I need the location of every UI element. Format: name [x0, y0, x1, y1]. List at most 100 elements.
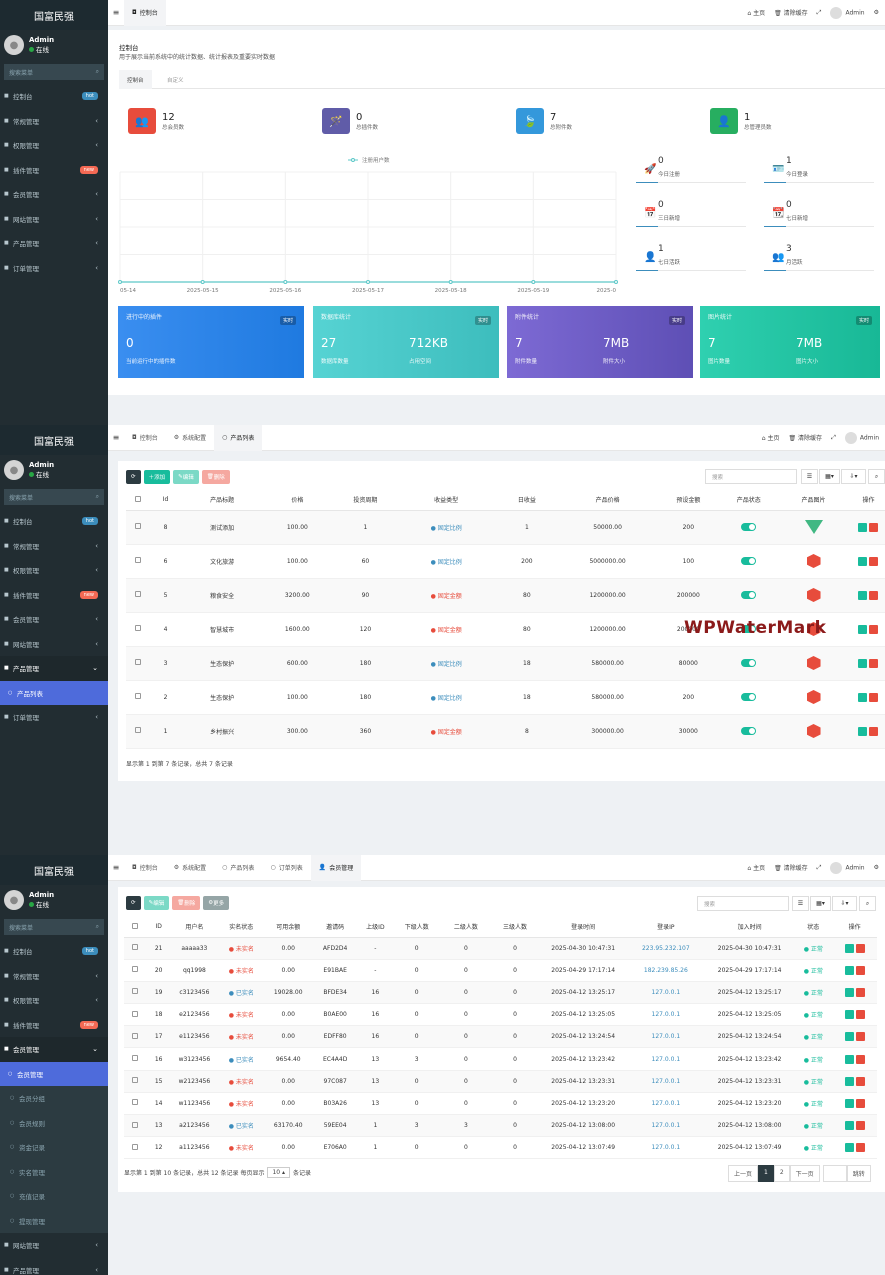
- sidebar-item-6[interactable]: ■ 产品管理 ⌄: [0, 656, 108, 681]
- edit-icon[interactable]: [858, 658, 868, 668]
- refresh-button[interactable]: ⟳: [126, 896, 141, 910]
- edit-icon[interactable]: [858, 692, 868, 702]
- edit-icon[interactable]: [844, 987, 854, 997]
- sidebar-item-1[interactable]: ■ 常规管理 ‹: [0, 109, 108, 134]
- add-button[interactable]: ＋ 添加: [143, 470, 171, 484]
- delete-button[interactable]: 🗑 删除: [201, 470, 230, 484]
- edit-icon[interactable]: [844, 1098, 854, 1108]
- select-all-checkbox[interactable]: [126, 490, 151, 511]
- sidebar-item-2[interactable]: ■ 权限管理 ‹: [0, 133, 108, 158]
- sidebar-item-6[interactable]: ■ 产品管理 ‹: [0, 231, 108, 256]
- row-checkbox[interactable]: [124, 1070, 147, 1093]
- sidebar-search[interactable]: 搜索菜单 ⌕: [4, 64, 104, 80]
- delete-icon[interactable]: [855, 1010, 865, 1020]
- delete-icon[interactable]: [855, 1054, 865, 1064]
- row-checkbox[interactable]: [126, 578, 151, 613]
- edit-icon[interactable]: [844, 943, 854, 953]
- page-2-button[interactable]: 2: [773, 1165, 790, 1182]
- row-checkbox[interactable]: [124, 1025, 147, 1049]
- sidebar-item-4[interactable]: ■ 会员管理 ‹: [0, 607, 108, 632]
- edit-icon[interactable]: [858, 556, 868, 566]
- sidebar-item-4[interactable]: ■ 会员管理 ⌄: [0, 1037, 108, 1062]
- status-toggle[interactable]: [722, 680, 776, 715]
- edit-icon[interactable]: [844, 965, 854, 975]
- delete-icon[interactable]: [869, 556, 879, 566]
- jump-page-input[interactable]: [822, 1165, 847, 1182]
- delete-icon[interactable]: [855, 1098, 865, 1108]
- sidebar-item-10[interactable]: ○ 充值记录: [0, 1184, 108, 1209]
- tab-order-list[interactable]: ○ 订单列表: [270, 864, 303, 872]
- edit-icon[interactable]: [844, 1076, 854, 1086]
- edit-icon[interactable]: [844, 1010, 854, 1020]
- page-1-button[interactable]: 1: [758, 1165, 774, 1182]
- row-checkbox[interactable]: [126, 612, 151, 647]
- user-menu[interactable]: Admin: [844, 431, 879, 444]
- brand-logo[interactable]: 国富民强: [0, 855, 108, 885]
- user-menu[interactable]: Admin: [830, 6, 865, 19]
- sidebar-item-7[interactable]: ○ 会员规则: [0, 1110, 108, 1135]
- tab-system-config[interactable]: ⚙ 系统配置: [173, 864, 207, 872]
- row-checkbox[interactable]: [126, 544, 151, 579]
- menu-toggle-icon[interactable]: ≡: [112, 863, 120, 872]
- next-page-button[interactable]: 下一页: [789, 1165, 820, 1182]
- delete-icon[interactable]: [855, 943, 865, 953]
- sidebar-search[interactable]: 搜索菜单 ⌕: [4, 919, 104, 935]
- toggle-view-icon[interactable]: ☰: [801, 469, 818, 484]
- row-checkbox[interactable]: [124, 959, 147, 982]
- sidebar-item-0[interactable]: ■ 控制台 hot: [0, 84, 108, 109]
- delete-icon[interactable]: [869, 522, 879, 532]
- clear-cache-link[interactable]: 🗑 清除缓存: [774, 10, 808, 17]
- login-ip-link[interactable]: 127.0.0.1: [626, 1047, 705, 1071]
- delete-icon[interactable]: [855, 965, 865, 975]
- sidebar-search[interactable]: 搜索菜单 ⌕: [4, 489, 104, 505]
- home-link[interactable]: ⌂ 主页: [747, 865, 766, 872]
- tab-system-config[interactable]: ⚙ 系统配置: [173, 434, 207, 442]
- row-checkbox[interactable]: [124, 981, 147, 1005]
- settings-gear-icon[interactable]: ⚙: [873, 9, 879, 16]
- search-icon[interactable]: ⌕: [859, 896, 876, 911]
- sidebar-item-7[interactable]: ○ 产品列表: [0, 680, 108, 705]
- table-search-input[interactable]: 搜索: [705, 469, 797, 484]
- delete-icon[interactable]: [855, 987, 865, 997]
- login-ip-link[interactable]: 182.239.85.26: [626, 959, 705, 982]
- toggle-view-icon[interactable]: ☰: [792, 896, 809, 911]
- subtab-dashboard[interactable]: 控制台: [119, 70, 152, 89]
- columns-icon[interactable]: ▦▾: [819, 469, 840, 484]
- row-checkbox[interactable]: [126, 510, 151, 545]
- clear-cache-link[interactable]: 🗑 清除缓存: [788, 435, 823, 442]
- edit-icon[interactable]: [844, 1054, 854, 1064]
- edit-icon[interactable]: [858, 726, 868, 736]
- login-ip-link[interactable]: 127.0.0.1: [626, 1114, 705, 1138]
- sidebar-item-3[interactable]: ■ 插件管理 new: [0, 583, 108, 608]
- login-ip-link[interactable]: 223.95.232.107: [626, 937, 705, 960]
- row-checkbox[interactable]: [126, 680, 151, 715]
- row-checkbox[interactable]: [124, 1136, 147, 1160]
- tab-product-list[interactable]: ○ 产品列表: [214, 425, 263, 451]
- page-size-select[interactable]: 10 ▴: [267, 1167, 291, 1178]
- login-ip-link[interactable]: 127.0.0.1: [626, 981, 705, 1005]
- export-icon[interactable]: ⇩▾: [841, 469, 866, 484]
- menu-toggle-icon[interactable]: ≡: [112, 433, 120, 442]
- select-all-checkbox[interactable]: [124, 917, 147, 938]
- status-toggle[interactable]: [722, 578, 776, 613]
- edit-icon[interactable]: [858, 624, 868, 634]
- login-ip-link[interactable]: 127.0.0.1: [626, 1092, 705, 1116]
- edit-icon[interactable]: [844, 1143, 854, 1153]
- tab-dashboard[interactable]: ◘ 控制台: [132, 434, 158, 442]
- sidebar-item-3[interactable]: ■ 插件管理 new: [0, 158, 108, 183]
- login-ip-link[interactable]: 127.0.0.1: [626, 1070, 705, 1093]
- refresh-button[interactable]: ⟳: [126, 470, 141, 484]
- jump-button[interactable]: 跳转: [846, 1165, 871, 1182]
- menu-toggle-icon[interactable]: ≡: [112, 8, 120, 17]
- delete-icon[interactable]: [869, 624, 879, 634]
- sidebar-item-13[interactable]: ■ 产品管理 ‹: [0, 1258, 108, 1275]
- edit-icon[interactable]: [844, 1032, 854, 1042]
- subtab-custom[interactable]: 自定义: [167, 78, 184, 84]
- sidebar-item-1[interactable]: ■ 常规管理 ‹: [0, 964, 108, 989]
- sidebar-item-12[interactable]: ■ 网站管理 ‹: [0, 1233, 108, 1258]
- delete-button[interactable]: 🗑 删除: [172, 896, 201, 910]
- row-checkbox[interactable]: [124, 1047, 147, 1071]
- sidebar-item-5[interactable]: ■ 网站管理 ‹: [0, 207, 108, 232]
- row-checkbox[interactable]: [124, 937, 147, 960]
- row-checkbox[interactable]: [124, 1003, 147, 1027]
